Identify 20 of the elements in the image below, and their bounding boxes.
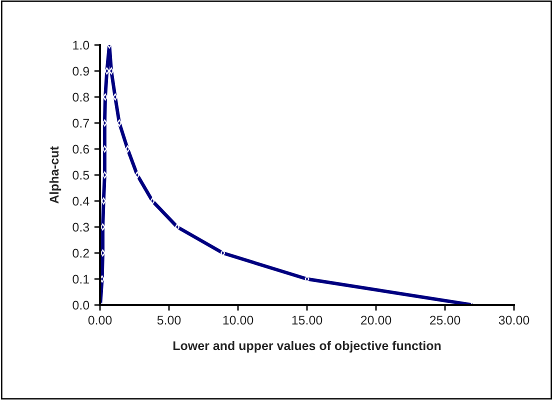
y-tick-label: 0.8	[72, 92, 90, 102]
x-tick-label: 25.00	[430, 316, 460, 325]
y-tick-label: 0.2	[72, 248, 89, 258]
x-axis-title: Lower and upper values of objective function	[173, 340, 441, 353]
y-tick-label: 0.9	[72, 66, 89, 76]
y-tick-label: 0.1	[72, 274, 89, 284]
y-tick-label: 0.5	[72, 170, 90, 180]
y-axis-title: Alpha-cut	[49, 146, 62, 204]
x-tick-label: 0.00	[88, 316, 112, 325]
y-tick-label: 0.6	[72, 144, 90, 154]
y-tick-label: 0.7	[72, 118, 89, 128]
y-tick-label: 0.3	[72, 222, 90, 232]
x-tick-label: 5.00	[157, 316, 181, 325]
x-tick-label: 15.00	[292, 316, 322, 325]
y-tick-label: 0.0	[72, 300, 90, 310]
y-tick-label: 0.4	[72, 196, 90, 206]
x-tick-label: 30.00	[498, 316, 530, 325]
x-tick-label: 20.00	[360, 316, 392, 325]
x-tick-label: 10.00	[223, 316, 254, 325]
y-tick-label: 1.0	[73, 40, 90, 50]
